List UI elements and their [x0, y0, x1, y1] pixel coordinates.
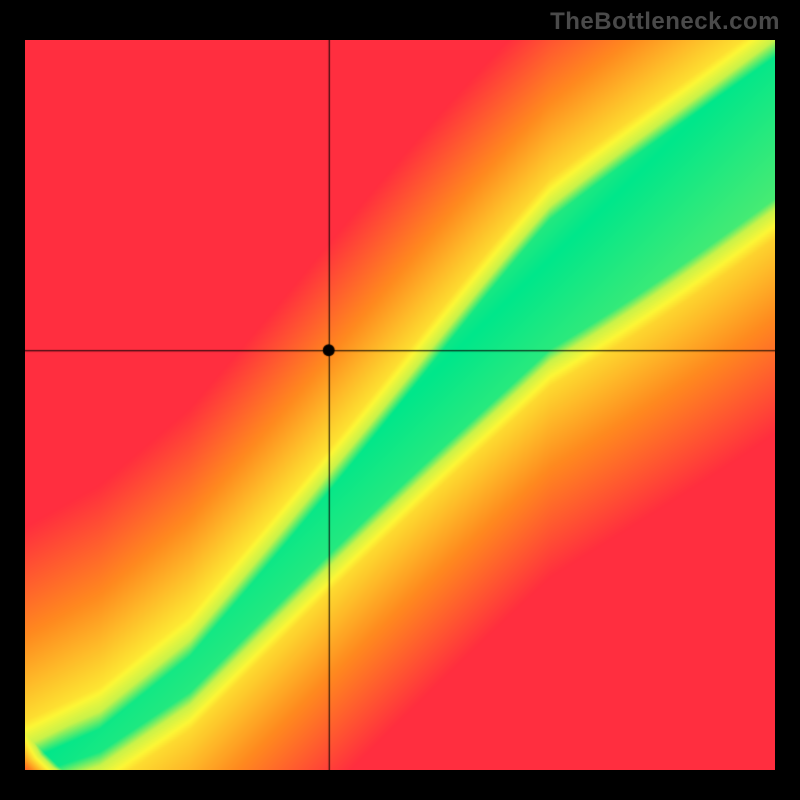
- watermark-text: TheBottleneck.com: [550, 8, 780, 36]
- heatmap-plot: [25, 40, 775, 770]
- heatmap-canvas: [25, 40, 775, 770]
